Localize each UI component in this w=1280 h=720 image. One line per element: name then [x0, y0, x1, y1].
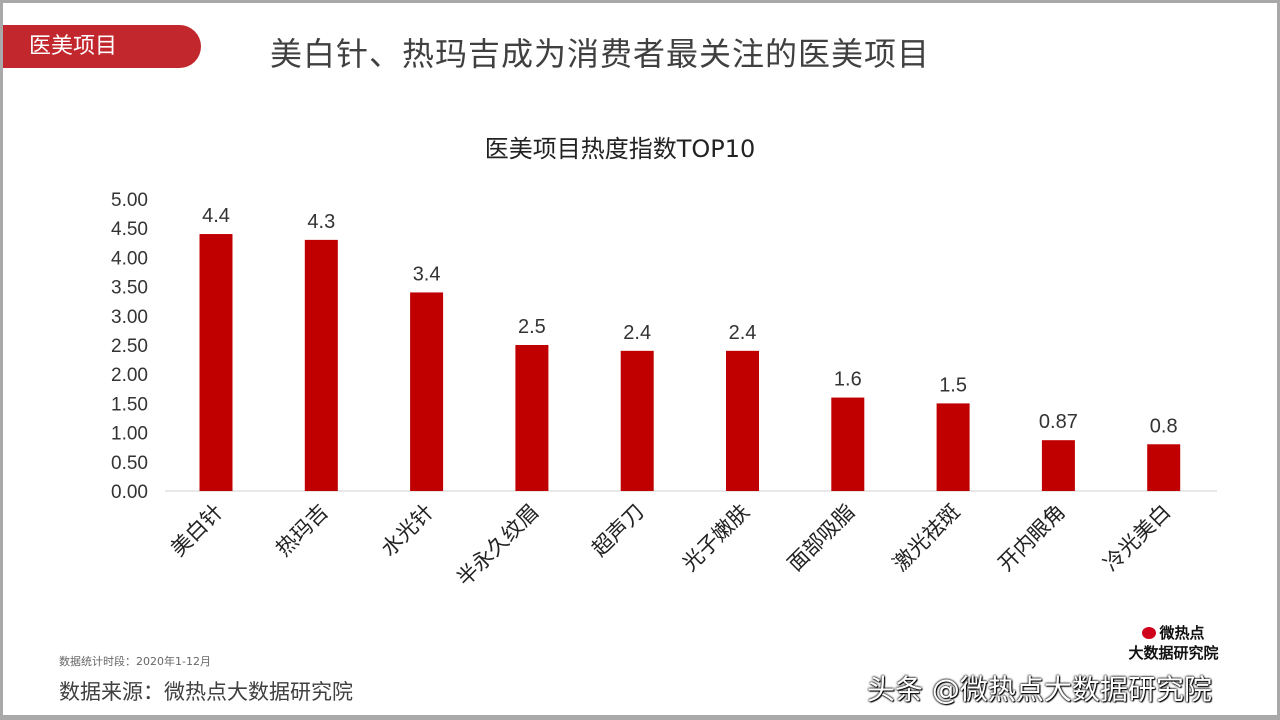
chart-title: 医美项目热度指数TOP10 [484, 135, 756, 163]
y-tick-label: 3.00 [111, 307, 148, 328]
logo-line2: 大数据研究院 [1128, 644, 1219, 662]
x-tick-label: 美白针 [166, 500, 228, 562]
x-tick-label: 激光祛斑 [888, 500, 964, 576]
y-tick-label: 4.00 [111, 248, 148, 269]
data-source: 数据来源：微热点大数据研究院 [59, 680, 353, 704]
bar [199, 234, 233, 492]
x-tick-label: 开内眼角 [994, 500, 1070, 576]
bar [936, 403, 970, 491]
data-period-note: 数据统计时段：2020年1-12月 [59, 655, 211, 668]
x-tick-label: 光子嫩肤 [678, 500, 754, 576]
x-tick-label: 超声刀 [587, 500, 649, 562]
watermark: 头条 @微热点大数据研究院 [867, 673, 1212, 706]
logo-line1: 微热点 [1159, 624, 1205, 642]
bar-chart: 0.00 0.50 1.00 1.50 2.00 2.50 3.00 3.50 4.00 4.50… [111, 190, 1217, 591]
x-tick-label: 冷光美白 [1099, 500, 1175, 576]
y-tick-label: 0.50 [111, 453, 148, 474]
bar [831, 397, 865, 491]
data-label: 2.5 [518, 316, 546, 338]
y-tick-label: 5.00 [111, 190, 148, 211]
bar [620, 350, 654, 491]
y-tick-label: 1.50 [111, 394, 148, 415]
bar [1147, 444, 1181, 491]
data-label: 1.5 [939, 374, 967, 396]
data-label: 2.4 [729, 322, 757, 344]
bar [1041, 440, 1075, 491]
x-tick-label: 面部吸脂 [783, 500, 859, 576]
x-tick-label: 半永久纹眉 [452, 500, 543, 591]
y-tick-label: 4.50 [111, 219, 148, 240]
bar [726, 350, 759, 491]
slide: 医美项目 美白针、热玛吉成为消费者最关注的医美项目 医美项目热度指数TOP10 … [3, 3, 1277, 715]
data-label: 2.4 [623, 322, 651, 344]
x-tick-label: 热玛吉 [271, 500, 333, 562]
data-label: 4.3 [307, 211, 335, 233]
y-tick-label: 2.00 [111, 365, 148, 386]
x-tick-label: 水光针 [377, 500, 439, 562]
logo: 微热点 大数据研究院 [1111, 623, 1236, 663]
y-tick-label: 0.00 [111, 482, 148, 503]
bar [515, 345, 549, 491]
y-tick-label: 3.50 [111, 278, 148, 299]
y-tick-label: 1.00 [111, 424, 148, 445]
data-label: 4.4 [202, 205, 230, 227]
weibo-eye-icon [1142, 627, 1157, 639]
data-label: 0.87 [1039, 411, 1078, 433]
bar [304, 239, 338, 491]
data-label: 1.6 [834, 369, 862, 391]
y-tick-label: 2.50 [111, 336, 148, 357]
data-label: 0.8 [1150, 415, 1178, 437]
headline: 美白针、热玛吉成为消费者最关注的医美项目 [270, 35, 931, 73]
bar [410, 292, 444, 491]
data-label: 3.4 [413, 263, 441, 285]
section-tag: 医美项目 [3, 25, 201, 68]
